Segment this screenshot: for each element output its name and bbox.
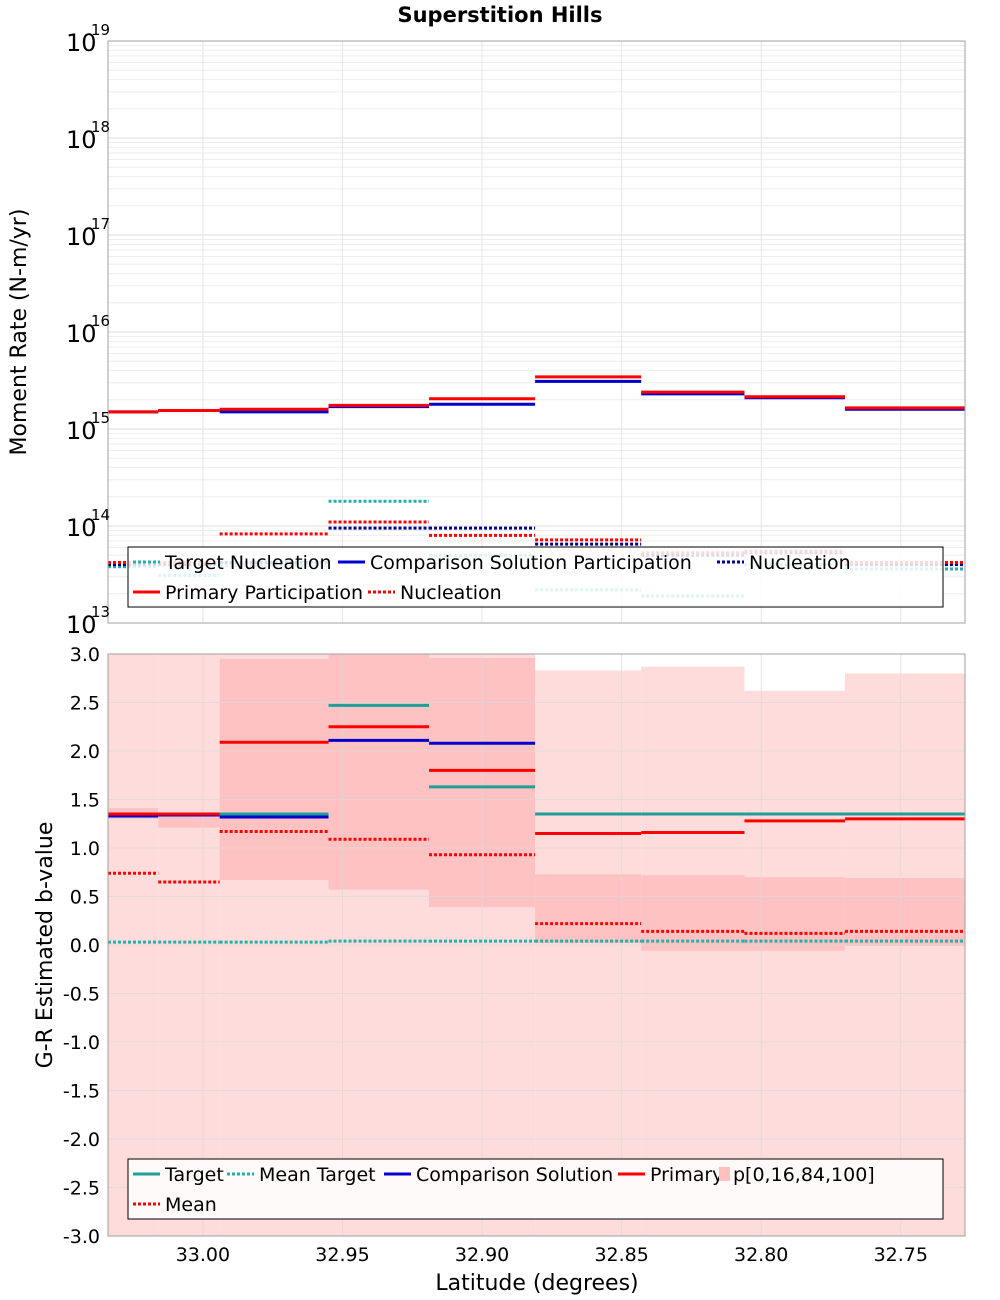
moment-rate-y-tick-label: 10 <box>66 29 97 57</box>
b-value-legend-label: Mean <box>165 1194 217 1216</box>
moment-rate-y-tick-label: 10 <box>66 223 97 251</box>
b-value-panel: -3.0 -2.5 -2.0 -1.5 -1.0 -0.5 0.0 0.5 1.0 1.5 2.0 2… <box>33 644 966 1296</box>
b-value-legend-swatch <box>719 1167 730 1181</box>
b-value-band-outer <box>744 690 845 1236</box>
b-value-legend-label: p[0,16,84,100] <box>733 1164 875 1186</box>
moment-rate-y-tick-exponent: 14 <box>91 506 110 524</box>
moment-rate-legend: Target Nucleation Comparison Solution Par… <box>127 546 944 608</box>
latitude-x-tick-label: 33.00 <box>176 1244 230 1266</box>
moment-rate-y-tick-exponent: 16 <box>91 312 110 330</box>
moment-rate-y-tick-exponent: 13 <box>91 603 110 621</box>
b-value-y-tick-label: 2.0 <box>70 741 100 763</box>
b-value-y-tick-label: 0.5 <box>70 887 100 909</box>
moment-rate-y-tick-label: 10 <box>66 611 97 639</box>
b-value-band-outer <box>535 670 642 1236</box>
b-value-y-tick-label: 1.5 <box>70 790 100 812</box>
b-value-plot-frame <box>107 653 966 1237</box>
b-value-band-inner <box>641 875 745 951</box>
b-value-band-inner <box>158 815 220 828</box>
moment-rate-legend-label: Comparison Solution Participation <box>370 552 692 574</box>
b-value-y-tick-label: 2.5 <box>70 693 100 715</box>
latitude-x-tick-label: 32.95 <box>315 1244 369 1266</box>
b-value-y-tick-label: -2.0 <box>63 1129 100 1151</box>
moment-rate-legend-label: Nucleation <box>400 582 502 604</box>
moment-rate-legend-box <box>127 546 944 608</box>
b-value-y-tick-label: -0.5 <box>63 984 100 1006</box>
latitude-x-ticks: 33.00 32.95 32.90 32.85 32.80 32.75 <box>176 1244 928 1266</box>
latitude-x-tick-label: 32.85 <box>594 1244 648 1266</box>
b-value-y-tick-label: -1.5 <box>63 1081 100 1103</box>
b-value-y-tick-label: 1.0 <box>70 838 100 860</box>
moment-rate-y-tick-exponent: 15 <box>91 409 110 427</box>
latitude-x-tick-label: 32.80 <box>734 1244 788 1266</box>
b-value-band-inner <box>219 658 329 881</box>
moment-rate-y-tick-exponent: 18 <box>91 118 110 136</box>
moment-rate-y-tick-label: 10 <box>66 320 97 348</box>
b-value-band-outer <box>641 666 745 1236</box>
b-value-y-tick-label: -2.5 <box>63 1178 100 1200</box>
moment-rate-y-tick-label: 10 <box>66 417 97 445</box>
b-value-legend-box <box>127 1158 944 1220</box>
moment-rate-legend-label: Nucleation <box>749 552 851 574</box>
latitude-x-tick-label: 32.75 <box>874 1244 928 1266</box>
b-value-legend-label: Primary <box>650 1164 723 1186</box>
moment-rate-legend-label: Primary Participation <box>165 582 363 604</box>
b-value-band-inner <box>844 878 965 946</box>
b-value-band-inner <box>328 654 430 890</box>
moment-rate-legend-label: Target Nucleation <box>164 552 332 574</box>
b-value-legend-label: Comparison Solution <box>416 1164 613 1186</box>
b-value-y-tick-label: -1.0 <box>63 1032 100 1054</box>
b-value-y-tick-label: 3.0 <box>70 644 100 666</box>
moment-rate-y-tick-label: 10 <box>66 514 97 542</box>
b-value-legend-label: Mean Target <box>259 1164 376 1186</box>
latitude-x-axis-label: Latitude (degrees) <box>435 1271 638 1296</box>
moment-rate-y-tick-exponent: 17 <box>91 215 110 233</box>
b-value-y-ticks: -3.0 -2.5 -2.0 -1.5 -1.0 -0.5 0.0 0.5 1.0 1.5 2.0 2… <box>63 644 100 1248</box>
b-value-y-tick-label: 0.0 <box>70 935 100 957</box>
latitude-x-tick-label: 32.90 <box>455 1244 509 1266</box>
b-value-legend-label: Target <box>164 1164 224 1186</box>
b-value-y-tick-label: -3.0 <box>63 1226 100 1248</box>
b-value-series <box>108 703 965 944</box>
chart-title: Superstition Hills <box>397 3 602 27</box>
moment-rate-y-axis-label: Moment Rate (N-m/yr) <box>7 209 32 456</box>
b-value-y-axis-label: G-R Estimated b-value <box>33 822 58 1069</box>
b-value-legend: Target Mean Target Comparison Solution Prim… <box>127 1158 944 1220</box>
moment-rate-plot-frame <box>107 40 966 624</box>
b-value-band-outer <box>844 673 965 1236</box>
moment-rate-y-tick-label: 10 <box>66 126 97 154</box>
b-value-band-inner <box>535 874 642 944</box>
moment-rate-y-tick-exponent: 19 <box>91 21 110 39</box>
